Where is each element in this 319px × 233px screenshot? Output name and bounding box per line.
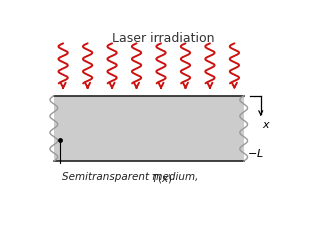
Text: Laser irradiation: Laser irradiation [112,32,215,45]
Text: $x$: $x$ [262,120,271,130]
Text: Semitransparent medium,: Semitransparent medium, [62,172,201,182]
Text: $\mathit{T}(x)$: $\mathit{T}(x)$ [151,172,172,185]
Text: $-L$: $-L$ [247,147,263,159]
FancyBboxPatch shape [54,96,244,161]
